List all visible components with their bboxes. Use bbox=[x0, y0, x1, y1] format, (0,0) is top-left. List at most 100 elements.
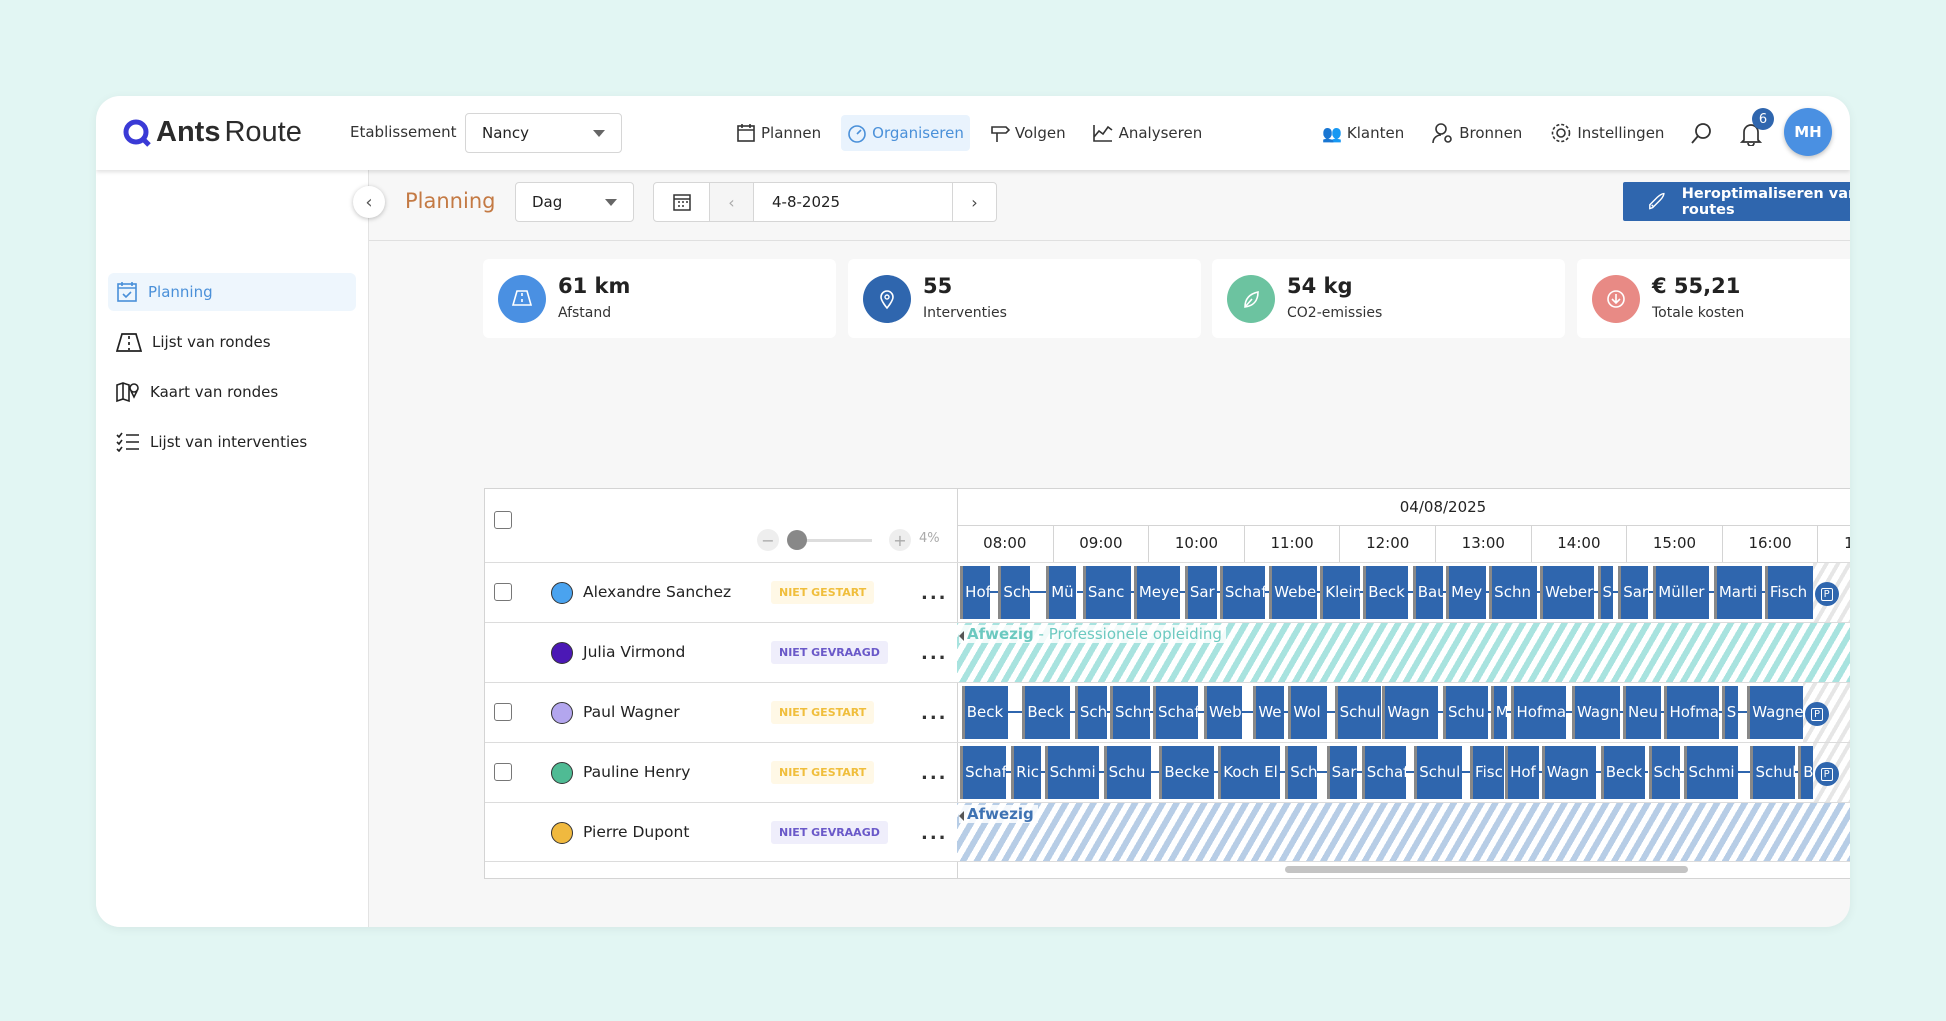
sidebar-item-planning[interactable]: Planning bbox=[108, 273, 356, 311]
intervention-block[interactable]: Schaf bbox=[1361, 746, 1407, 799]
intervention-block[interactable]: Marti bbox=[1713, 566, 1762, 619]
row-checkbox[interactable] bbox=[494, 583, 512, 601]
search-icon[interactable] bbox=[1690, 121, 1714, 145]
parking-icon[interactable]: P bbox=[1814, 582, 1839, 606]
intervention-block[interactable]: Fisc bbox=[1470, 746, 1504, 799]
nav-organiseren[interactable]: Organiseren bbox=[841, 115, 970, 151]
resource-name[interactable]: Julia Virmond bbox=[583, 643, 686, 661]
more-options-button[interactable]: ... bbox=[921, 583, 948, 604]
intervention-block[interactable]: Beck bbox=[1022, 686, 1071, 739]
absence-bar[interactable]: Afwezig bbox=[957, 803, 1850, 862]
intervention-block[interactable]: Hofma bbox=[1511, 686, 1566, 739]
view-select[interactable]: Dag bbox=[515, 182, 634, 222]
intervention-block[interactable]: Schaf bbox=[1152, 686, 1198, 739]
intervention-block[interactable]: Fisch bbox=[1764, 566, 1813, 619]
intervention-block[interactable]: Hof bbox=[1505, 746, 1539, 799]
intervention-block[interactable]: Schmi bbox=[1044, 746, 1099, 799]
more-options-button[interactable]: ... bbox=[921, 703, 948, 724]
intervention-block[interactable]: Hofma bbox=[1664, 686, 1719, 739]
collapse-sidebar-button[interactable]: ‹ bbox=[353, 186, 385, 218]
resource-name[interactable]: Alexandre Sanchez bbox=[583, 583, 732, 601]
etablissement-select[interactable]: Nancy bbox=[465, 113, 622, 153]
intervention-block[interactable]: Meye bbox=[1133, 566, 1181, 619]
intervention-block[interactable]: Hof bbox=[960, 566, 991, 619]
nav-plannen[interactable]: Plannen bbox=[730, 115, 827, 151]
intervention-block[interactable]: Schaf bbox=[1219, 566, 1265, 619]
intervention-block[interactable]: Bau bbox=[1412, 566, 1443, 619]
select-all-checkbox[interactable] bbox=[494, 511, 512, 529]
intervention-block[interactable]: Ric bbox=[1011, 746, 1042, 799]
prev-day-button[interactable]: ‹ bbox=[710, 183, 754, 221]
nav-klanten[interactable]: 👥 Klanten bbox=[1316, 115, 1410, 151]
intervention-block[interactable]: Schul bbox=[1414, 746, 1463, 799]
intervention-block[interactable]: Wagn bbox=[1382, 686, 1439, 739]
absence-bar[interactable]: Afwezig - Professionele opleiding bbox=[957, 623, 1850, 682]
next-day-button[interactable]: › bbox=[952, 183, 996, 221]
intervention-block[interactable]: Schmi bbox=[1683, 746, 1738, 799]
more-options-button[interactable]: ... bbox=[921, 643, 948, 664]
nav-bronnen[interactable]: Bronnen bbox=[1426, 115, 1528, 151]
intervention-block[interactable]: Sanc bbox=[1082, 566, 1131, 619]
resource-name[interactable]: Pierre Dupont bbox=[583, 823, 690, 841]
sidebar-item-lijst-van-rondes[interactable]: Lijst van rondes bbox=[108, 323, 356, 361]
intervention-block[interactable]: Beck bbox=[1600, 746, 1646, 799]
parking-icon[interactable]: P bbox=[1814, 762, 1839, 786]
intervention-block[interactable]: Schu bbox=[1442, 686, 1488, 739]
intervention-block[interactable]: Wol bbox=[1288, 686, 1327, 739]
intervention-block[interactable]: We bbox=[1253, 686, 1284, 739]
intervention-block[interactable]: B bbox=[1798, 746, 1813, 799]
avatar[interactable]: MH bbox=[1784, 108, 1832, 156]
intervention-block[interactable]: Mü bbox=[1046, 566, 1077, 619]
sidebar-item-lijst-van-interventies[interactable]: Lijst van interventies bbox=[108, 423, 356, 461]
intervention-block[interactable]: S bbox=[1721, 686, 1738, 739]
calendar-button[interactable] bbox=[654, 183, 710, 221]
more-options-button[interactable]: ... bbox=[921, 823, 948, 844]
intervention-block[interactable]: Weber bbox=[1540, 566, 1595, 619]
zoom-out-button[interactable]: − bbox=[757, 529, 779, 551]
resource-name[interactable]: Paul Wagner bbox=[583, 703, 680, 721]
nav-analyseren[interactable]: Analyseren bbox=[1086, 115, 1209, 151]
reoptimize-routes-button[interactable]: Heroptimaliseren van routes bbox=[1623, 182, 1850, 221]
intervention-block[interactable]: Schn bbox=[1109, 686, 1150, 739]
intervention-block[interactable]: Wagne bbox=[1747, 686, 1804, 739]
horizontal-scrollbar[interactable] bbox=[1285, 866, 1688, 873]
intervention-block[interactable]: Sch bbox=[1285, 746, 1318, 799]
intervention-block[interactable]: Wagn bbox=[1541, 746, 1596, 799]
date-field[interactable]: 4-8-2025 bbox=[772, 193, 841, 211]
intervention-block[interactable]: Sar bbox=[1184, 566, 1217, 619]
intervention-block[interactable]: M bbox=[1490, 686, 1507, 739]
intervention-block[interactable]: Webe bbox=[1269, 566, 1318, 619]
intervention-block[interactable]: Mey bbox=[1446, 566, 1486, 619]
sidebar-item-kaart-van-rondes[interactable]: Kaart van rondes bbox=[108, 373, 356, 411]
intervention-block[interactable]: Schul bbox=[1334, 686, 1381, 739]
nav-volgen[interactable]: Volgen bbox=[984, 115, 1072, 151]
row-checkbox[interactable] bbox=[494, 763, 512, 781]
zoom-slider-handle[interactable] bbox=[787, 530, 807, 550]
intervention-block[interactable]: Schn bbox=[1489, 566, 1537, 619]
more-options-button[interactable]: ... bbox=[921, 763, 948, 784]
intervention-block[interactable]: Neu bbox=[1623, 686, 1662, 739]
intervention-block[interactable]: Schul bbox=[1750, 746, 1796, 799]
zoom-in-button[interactable]: + bbox=[889, 529, 911, 551]
intervention-block[interactable]: Web bbox=[1203, 686, 1243, 739]
parking-icon[interactable]: P bbox=[1805, 702, 1830, 726]
intervention-block[interactable]: Sar bbox=[1618, 566, 1649, 619]
intervention-block[interactable]: Sch bbox=[1074, 686, 1107, 739]
intervention-block[interactable]: Sar bbox=[1326, 746, 1357, 799]
intervention-block[interactable]: Wagn bbox=[1572, 686, 1620, 739]
logo[interactable]: Ants Route bbox=[122, 116, 302, 149]
intervention-block[interactable]: Schu bbox=[1103, 746, 1152, 799]
intervention-block[interactable]: Müller bbox=[1653, 566, 1710, 619]
nav-instellingen[interactable]: Instellingen bbox=[1544, 115, 1670, 151]
intervention-block[interactable]: Beck bbox=[961, 686, 1008, 739]
intervention-block[interactable]: Schaf bbox=[960, 746, 1007, 799]
intervention-block[interactable]: Beck bbox=[1363, 566, 1408, 619]
intervention-block[interactable]: Koch El bbox=[1218, 746, 1281, 799]
intervention-block[interactable]: Sch bbox=[1648, 746, 1681, 799]
resource-name[interactable]: Pauline Henry bbox=[583, 763, 691, 781]
intervention-block[interactable]: Klein bbox=[1320, 566, 1361, 619]
row-checkbox[interactable] bbox=[494, 703, 512, 721]
intervention-block[interactable]: Becke bbox=[1159, 746, 1214, 799]
zoom-slider[interactable] bbox=[789, 539, 872, 542]
intervention-block[interactable]: Sch bbox=[998, 566, 1031, 619]
